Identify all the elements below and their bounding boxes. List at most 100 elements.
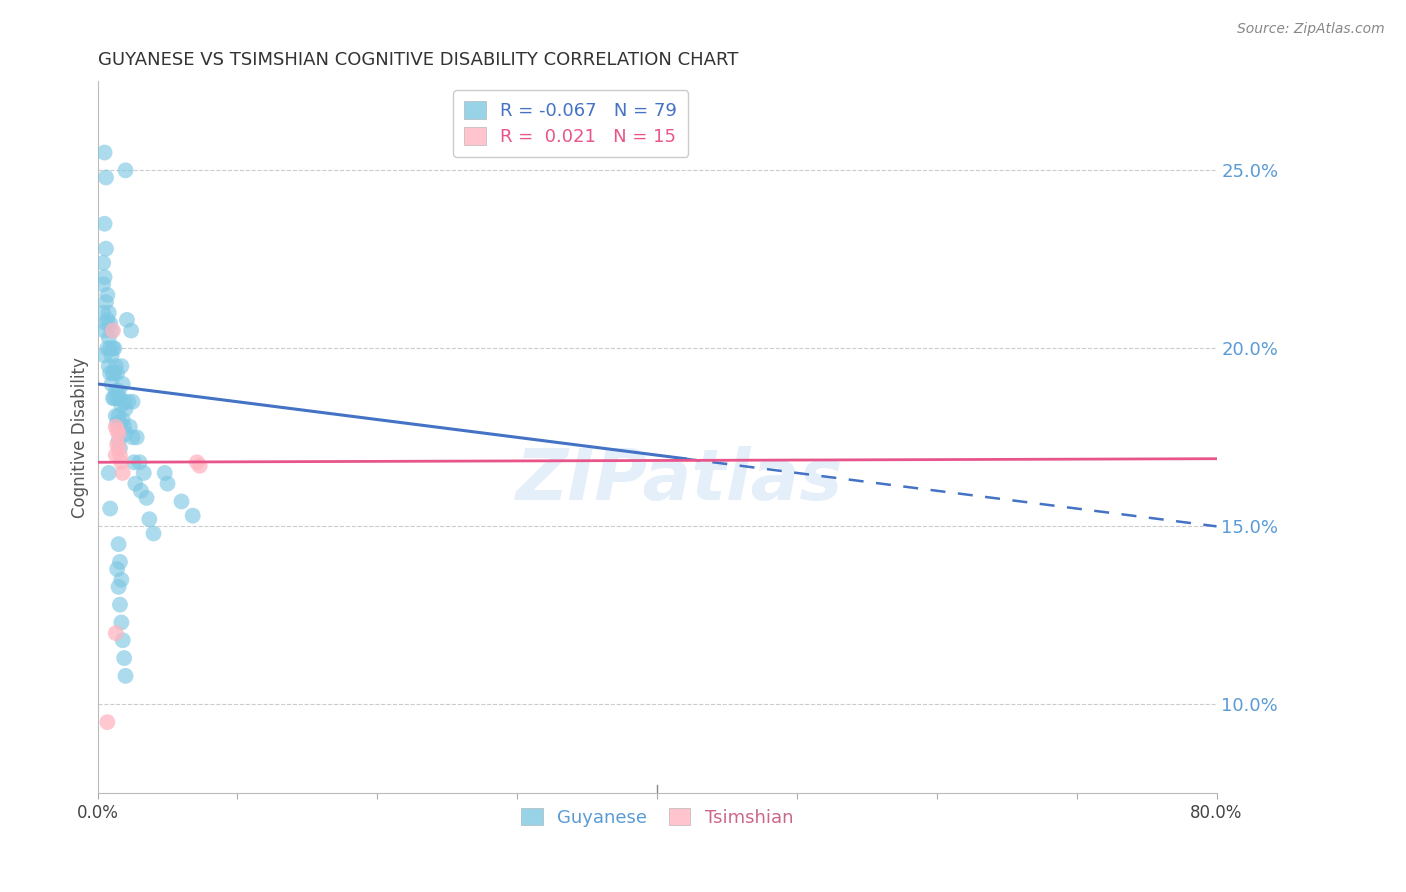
Point bbox=[103, 366, 125, 380]
Point bbox=[94, 317, 117, 331]
Point bbox=[98, 501, 121, 516]
Point bbox=[93, 324, 115, 338]
Point bbox=[111, 466, 134, 480]
Point bbox=[110, 359, 132, 373]
Point bbox=[105, 437, 128, 451]
Point bbox=[181, 508, 204, 523]
Point bbox=[107, 426, 129, 441]
Point bbox=[114, 401, 136, 416]
Point bbox=[107, 434, 129, 448]
Point bbox=[111, 412, 134, 426]
Point bbox=[94, 242, 117, 256]
Point bbox=[129, 483, 152, 498]
Point bbox=[188, 458, 211, 473]
Point bbox=[97, 359, 120, 373]
Point bbox=[94, 170, 117, 185]
Point bbox=[120, 324, 142, 338]
Point bbox=[103, 391, 125, 405]
Point bbox=[107, 409, 129, 423]
Point bbox=[118, 419, 141, 434]
Point bbox=[91, 256, 114, 270]
Point bbox=[124, 476, 146, 491]
Text: GUYANESE VS TSIMSHIAN COGNITIVE DISABILITY CORRELATION CHART: GUYANESE VS TSIMSHIAN COGNITIVE DISABILI… bbox=[97, 51, 738, 69]
Text: Source: ZipAtlas.com: Source: ZipAtlas.com bbox=[1237, 22, 1385, 37]
Point bbox=[186, 455, 208, 469]
Point bbox=[156, 476, 179, 491]
Point bbox=[110, 398, 132, 412]
Point bbox=[104, 419, 127, 434]
Point bbox=[101, 366, 124, 380]
Point bbox=[112, 394, 135, 409]
Point bbox=[121, 394, 143, 409]
Point bbox=[107, 537, 129, 551]
Point bbox=[93, 349, 115, 363]
Point bbox=[97, 466, 120, 480]
Point bbox=[125, 430, 148, 444]
Point bbox=[110, 455, 132, 469]
Point bbox=[98, 366, 121, 380]
Point bbox=[98, 317, 121, 331]
Point bbox=[96, 715, 118, 730]
Point bbox=[101, 391, 124, 405]
Point bbox=[107, 441, 129, 455]
Point bbox=[104, 626, 127, 640]
Point bbox=[105, 423, 128, 437]
Point bbox=[91, 277, 114, 292]
Point bbox=[111, 376, 134, 391]
Legend: Guyanese, Tsimshian: Guyanese, Tsimshian bbox=[513, 801, 800, 834]
Point bbox=[105, 366, 128, 380]
Text: ZIPatlas: ZIPatlas bbox=[516, 446, 844, 515]
Point bbox=[100, 376, 122, 391]
Point bbox=[96, 313, 118, 327]
Point bbox=[108, 598, 131, 612]
Point bbox=[104, 359, 127, 373]
Point bbox=[110, 573, 132, 587]
Y-axis label: Cognitive Disability: Cognitive Disability bbox=[72, 357, 89, 517]
Point bbox=[97, 331, 120, 345]
Point bbox=[107, 384, 129, 398]
Point bbox=[91, 306, 114, 320]
Point bbox=[153, 466, 176, 480]
Point bbox=[112, 651, 135, 665]
Point bbox=[101, 342, 124, 356]
Point bbox=[105, 391, 128, 405]
Point bbox=[138, 512, 160, 526]
Point bbox=[105, 416, 128, 430]
Point bbox=[100, 324, 122, 338]
Point bbox=[110, 615, 132, 630]
Point bbox=[128, 455, 150, 469]
Point bbox=[93, 145, 115, 160]
Point bbox=[115, 313, 138, 327]
Point bbox=[117, 394, 139, 409]
Point bbox=[104, 409, 127, 423]
Point bbox=[108, 441, 131, 455]
Point bbox=[105, 562, 128, 576]
Point bbox=[135, 491, 157, 505]
Point bbox=[97, 306, 120, 320]
Point bbox=[114, 426, 136, 441]
Point bbox=[132, 466, 155, 480]
Point bbox=[93, 217, 115, 231]
Point bbox=[103, 342, 125, 356]
Point bbox=[114, 669, 136, 683]
Point bbox=[142, 526, 165, 541]
Point bbox=[108, 391, 131, 405]
Point bbox=[96, 342, 118, 356]
Point bbox=[114, 163, 136, 178]
Point bbox=[101, 324, 124, 338]
Point bbox=[107, 580, 129, 594]
Point bbox=[93, 270, 115, 285]
Point bbox=[94, 295, 117, 310]
Point bbox=[104, 384, 127, 398]
Point bbox=[122, 455, 145, 469]
Point bbox=[98, 342, 121, 356]
Point bbox=[100, 349, 122, 363]
Point bbox=[112, 419, 135, 434]
Point bbox=[170, 494, 193, 508]
Point bbox=[108, 416, 131, 430]
Point bbox=[111, 633, 134, 648]
Point bbox=[108, 555, 131, 569]
Point bbox=[108, 448, 131, 462]
Point bbox=[104, 448, 127, 462]
Point bbox=[96, 288, 118, 302]
